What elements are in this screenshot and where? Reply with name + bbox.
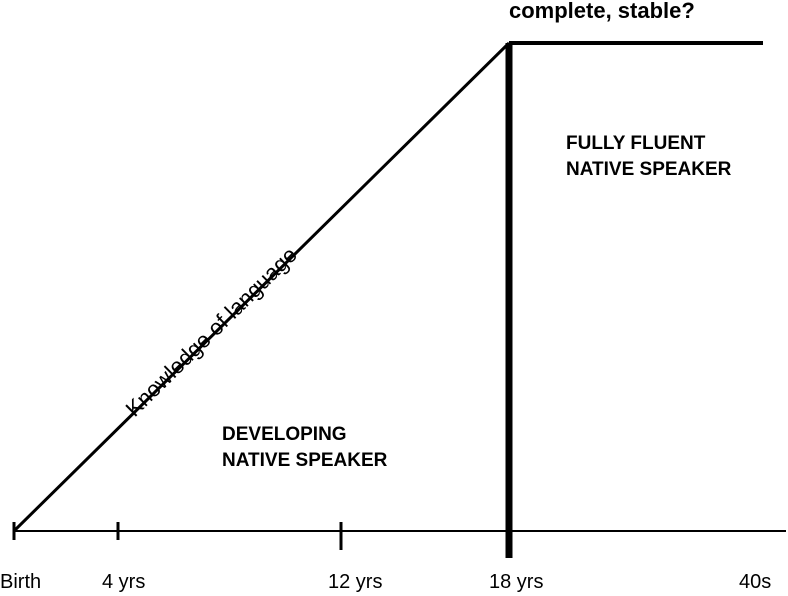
developing-line-2: NATIVE SPEAKER — [222, 450, 388, 471]
tick-label-18-yrs: 18 yrs — [489, 571, 544, 593]
fluent-line-1: FULLY FLUENT — [566, 133, 706, 154]
top-caption: complete, stable? — [509, 0, 695, 23]
tick-label-birth: Birth — [0, 571, 42, 593]
fluent-line-2: NATIVE SPEAKER — [566, 159, 732, 180]
tick-label-12-yrs: 12 yrs — [328, 571, 383, 593]
developing-line-1: DEVELOPING — [222, 424, 347, 445]
tick-label-40s: 40s — [739, 571, 772, 593]
knowledge-rising-line — [12, 41, 511, 533]
fluent-region-label: FULLY FLUENT NATIVE SPEAKER — [566, 131, 731, 183]
tick-label-4-yrs: 4 yrs — [102, 571, 146, 593]
developing-region-label: DEVELOPING NATIVE SPEAKER — [222, 422, 387, 474]
